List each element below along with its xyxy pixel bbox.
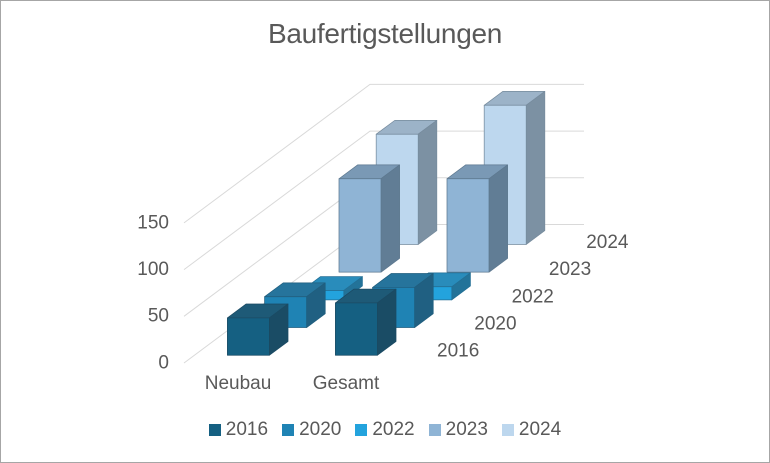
bar-front-face — [338, 178, 382, 273]
legend-label: 2023 — [445, 419, 488, 440]
bar-front-face — [335, 302, 378, 356]
bar-neubau-2023 — [338, 164, 400, 273]
y-axis-label: 0 — [158, 352, 169, 373]
legend-label: 2016 — [225, 419, 269, 440]
legend: 2016 2020 2022 2023 2024 — [1, 420, 769, 439]
bar-gesamt-2023 — [446, 164, 508, 273]
legend-swatch — [428, 423, 441, 436]
legend-item-2024: 2024 — [501, 419, 562, 440]
depth-label: 2016 — [437, 341, 479, 362]
legend-swatch — [355, 423, 368, 436]
legend-swatch — [208, 423, 221, 436]
legend-label: 2022 — [372, 419, 415, 440]
legend-item-2016: 2016 — [208, 419, 269, 440]
y-axis-label: 50 — [148, 306, 169, 327]
bar-side-face — [417, 120, 438, 245]
legend-swatch — [282, 423, 295, 436]
bar-side-face — [380, 164, 400, 273]
category-label: Gesamt — [313, 373, 380, 394]
y-axis-label: 150 — [137, 212, 169, 233]
legend-item-2020: 2020 — [282, 420, 341, 439]
bar-side-face — [525, 91, 546, 245]
legend-item-2022: 2022 — [355, 419, 415, 440]
depth-label: 2024 — [586, 232, 629, 253]
y-axis-label: 100 — [137, 259, 169, 280]
legend-item-2023: 2023 — [428, 419, 488, 440]
bar-side-face — [488, 164, 508, 273]
legend-swatch — [501, 423, 514, 436]
depth-label: 2020 — [474, 314, 516, 335]
category-label: Neubau — [205, 373, 272, 394]
bar-front-face — [446, 178, 490, 273]
bar-neubau-2016 — [227, 303, 289, 356]
legend-label: 2024 — [518, 419, 562, 440]
bars — [227, 91, 546, 356]
chart-title: Baufertigstellungen — [267, 18, 503, 49]
bar-front-face — [227, 317, 270, 356]
depth-label: 2023 — [549, 259, 591, 280]
bar-gesamt-2016 — [335, 288, 397, 356]
gridline — [183, 83, 584, 224]
depth-label: 2022 — [512, 286, 554, 307]
bar-gesamt-2020 — [372, 273, 434, 328]
legend-label: 2020 — [299, 419, 342, 440]
